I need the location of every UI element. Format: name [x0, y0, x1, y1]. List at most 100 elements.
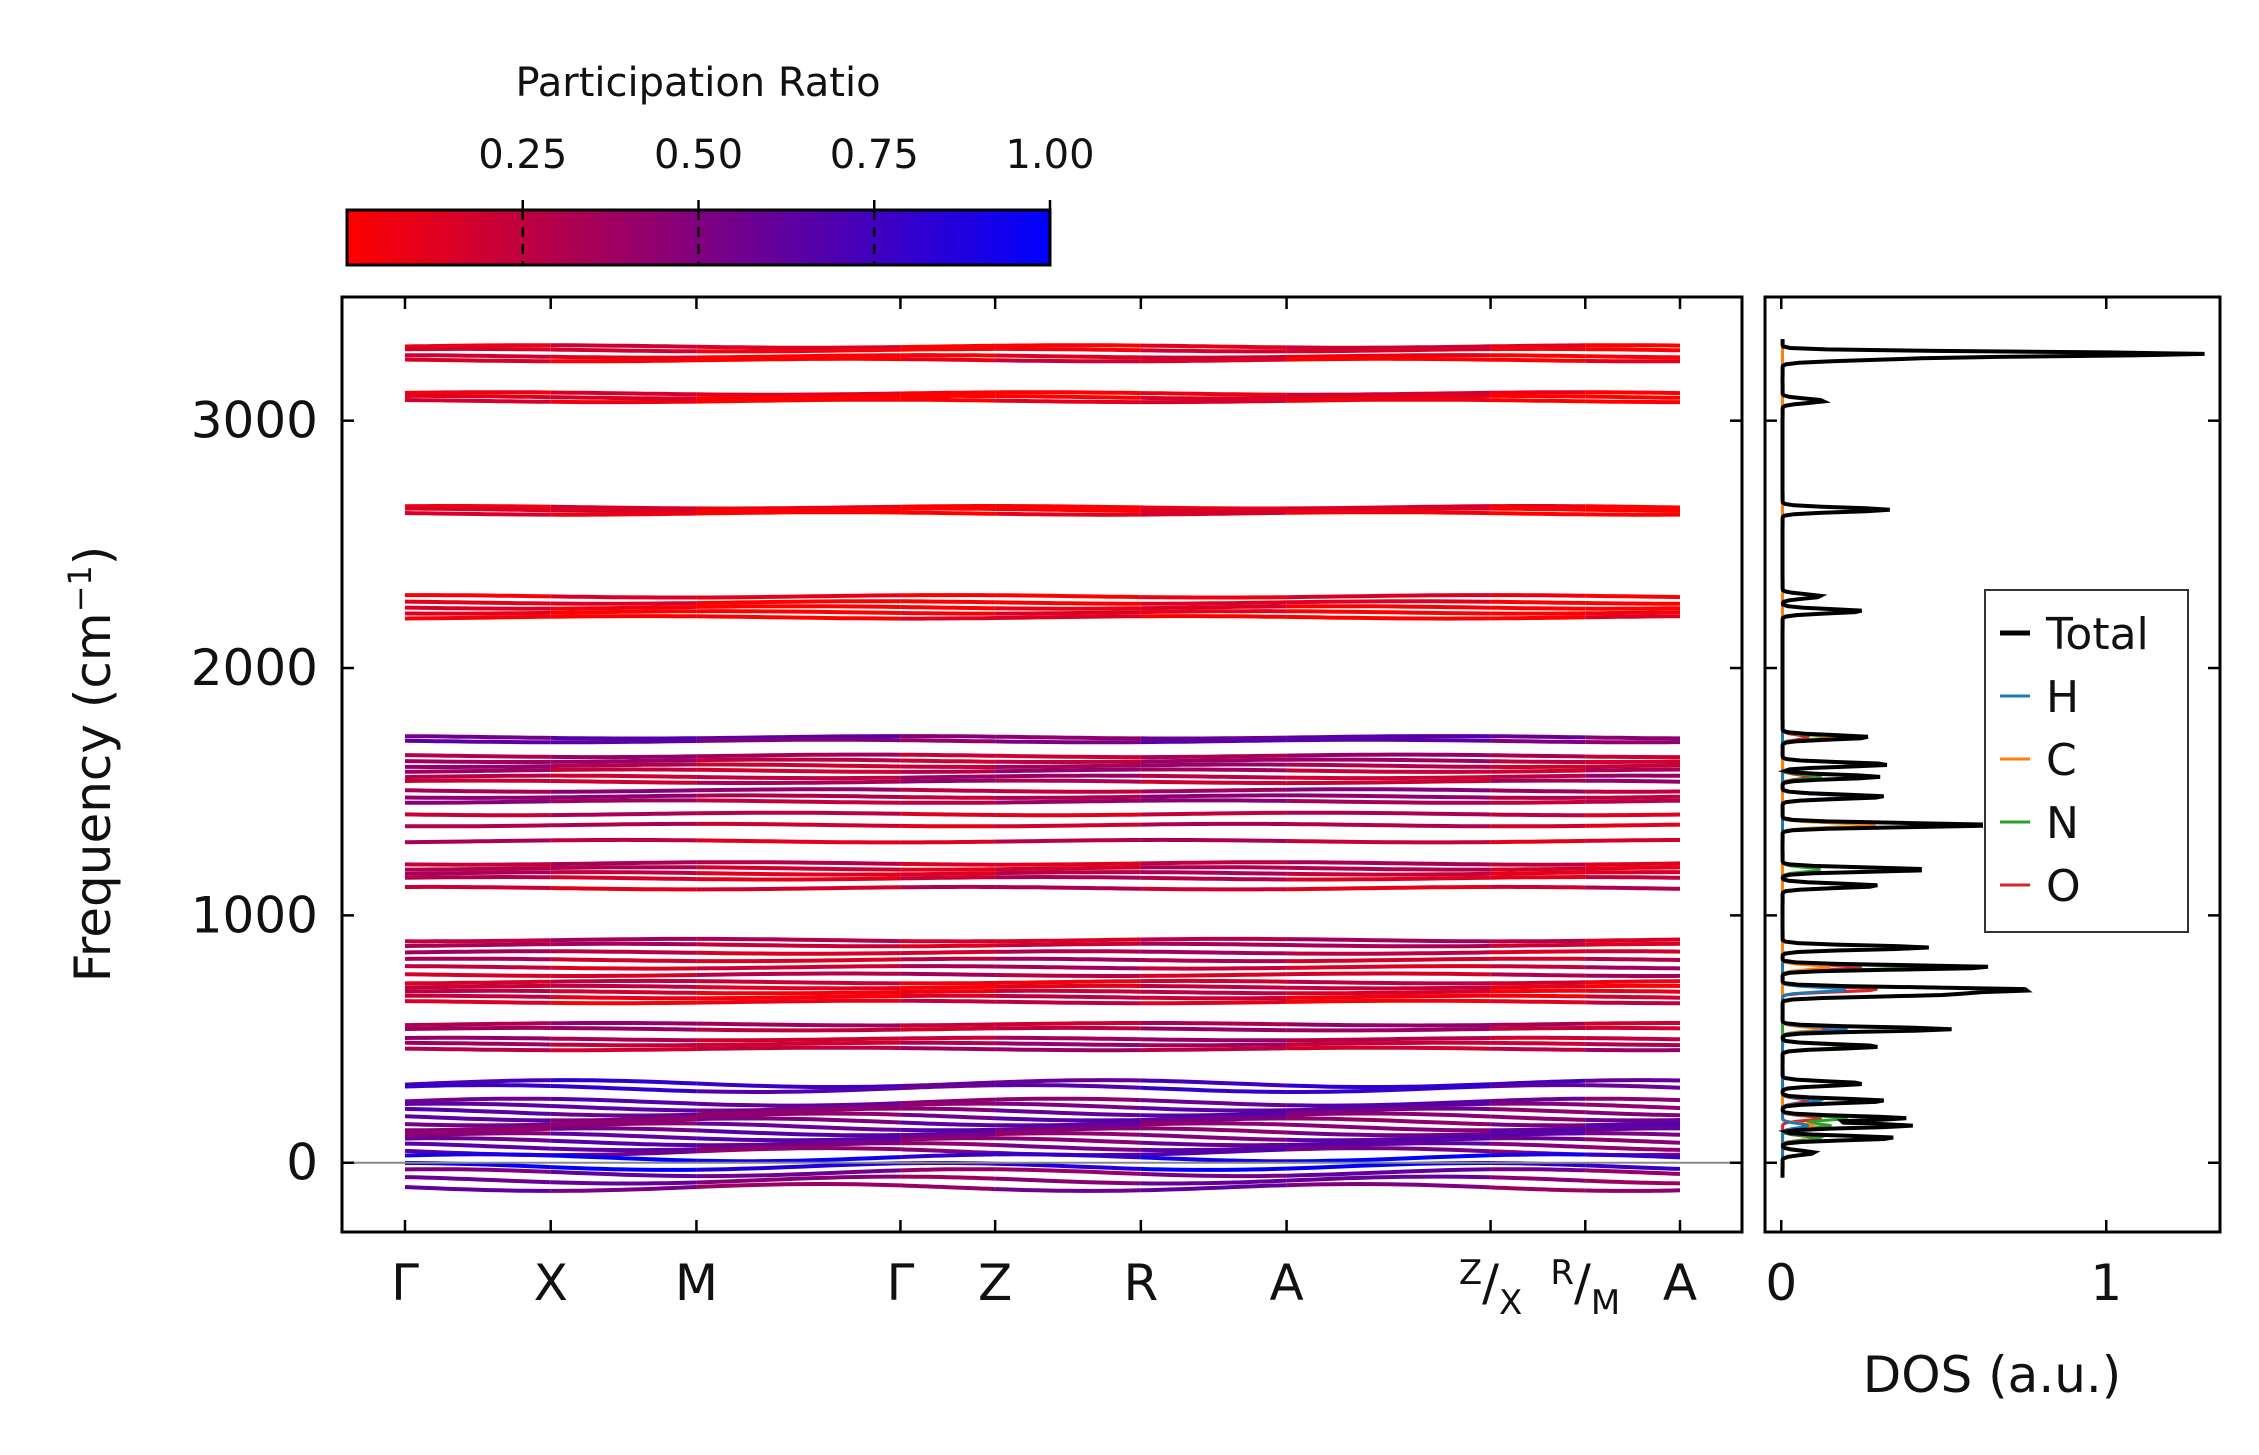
band-line [550, 793, 697, 800]
band-line [1490, 866, 1586, 872]
band-line [1140, 757, 1287, 764]
band-line [696, 1045, 901, 1051]
band-line [404, 972, 551, 978]
band-line [995, 870, 1141, 876]
band-line [900, 811, 996, 817]
band-line [900, 738, 996, 744]
band-line [1286, 875, 1491, 882]
legend-label: O [2046, 861, 2081, 912]
band-line [696, 734, 901, 741]
band-line [1286, 1099, 1491, 1108]
band-line [1286, 390, 1491, 397]
band-line [696, 1027, 901, 1033]
band-line [550, 1047, 697, 1053]
band-line [404, 738, 551, 745]
band-line [1286, 1167, 1491, 1178]
band-line [550, 1026, 697, 1032]
band-line [1140, 762, 1287, 768]
band-line [995, 593, 1141, 600]
colorbar-ticks: 0.25 0.50 0.75 1.00 [478, 132, 1095, 265]
dos-x-axis-label: DOS (a.u.) [1863, 1346, 2122, 1404]
band-line [1585, 1096, 1681, 1103]
colorbar: Participation Ratio 0.25 0.50 0.75 1.00 [345, 60, 1095, 267]
band-line [995, 759, 1141, 764]
band-line [995, 789, 1141, 794]
band-line [404, 759, 551, 764]
band-line [550, 358, 697, 364]
band-line [995, 739, 1141, 745]
band-line [1585, 1102, 1681, 1111]
band-line [550, 1146, 697, 1153]
band-line [1490, 734, 1586, 740]
band-line [1286, 964, 1491, 970]
band-line [995, 763, 1141, 769]
band-line [550, 965, 697, 971]
band-line [1585, 1178, 1681, 1186]
band-line [1585, 759, 1680, 764]
band-line [404, 870, 551, 876]
band-line [995, 949, 1141, 954]
band-line [1140, 798, 1287, 803]
band-line [1490, 799, 1586, 805]
band-line [1490, 988, 1586, 994]
band-line [900, 1022, 996, 1028]
band-line [1286, 1040, 1491, 1047]
band-line [404, 1106, 551, 1116]
band-line [550, 886, 697, 892]
band-line [1585, 504, 1681, 510]
band-line [1286, 865, 1491, 872]
band-line [696, 810, 901, 816]
band-line [900, 510, 996, 516]
band-line [1585, 347, 1681, 353]
band-line [900, 1106, 996, 1113]
band-line [550, 989, 697, 995]
kpoint-label-slash: / [1482, 1254, 1499, 1312]
kpoint-label: M [675, 1254, 718, 1312]
band-line [1490, 1078, 1586, 1087]
band-line [1490, 593, 1586, 598]
band-line [405, 764, 551, 769]
band-line [1140, 348, 1287, 354]
band-line [1585, 1126, 1680, 1132]
band-line [404, 1114, 551, 1123]
band-line [696, 394, 901, 401]
band-line [550, 837, 697, 843]
band-line [696, 506, 901, 513]
band-line [696, 998, 901, 1005]
band-line [1286, 943, 1491, 949]
band-line [1490, 1046, 1586, 1052]
band-line [1140, 600, 1287, 606]
band-line [1585, 610, 1681, 616]
band-line [900, 390, 996, 396]
band-line [1585, 812, 1681, 818]
band-line [1140, 965, 1287, 971]
band-line [1490, 875, 1586, 880]
kpoint-label: R [1123, 1254, 1158, 1312]
band-line [550, 508, 697, 513]
band-line [1585, 606, 1681, 611]
band-line [550, 767, 697, 772]
band-line [1140, 779, 1287, 786]
band-line [1140, 1116, 1287, 1125]
band-line [1140, 773, 1287, 780]
band-line [1140, 787, 1287, 794]
band-line [1140, 958, 1287, 964]
band-line [1140, 1155, 1287, 1164]
band-line [550, 973, 697, 978]
band-line [696, 787, 901, 793]
band-line [404, 983, 551, 990]
band-line [1286, 1111, 1491, 1119]
band-line [995, 861, 1141, 867]
band-line [1490, 884, 1586, 890]
band-line [995, 1108, 1141, 1118]
band-line [900, 861, 996, 867]
band-line [1490, 738, 1586, 744]
band-line [1490, 788, 1586, 794]
band-line [995, 358, 1141, 364]
band-line [696, 775, 901, 781]
band-line [696, 356, 901, 363]
band-line [1286, 1136, 1491, 1147]
band-line [900, 1183, 996, 1192]
